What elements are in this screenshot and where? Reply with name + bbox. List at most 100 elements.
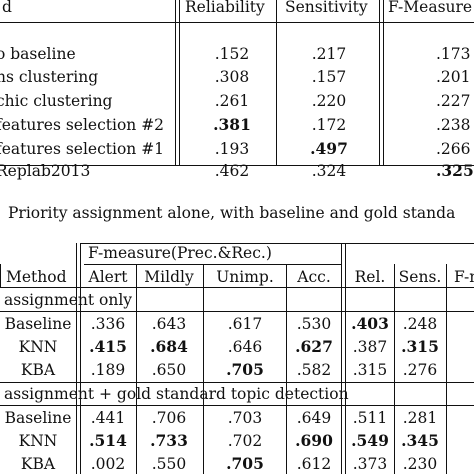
- table2-group-header: F-measure(Prec.&Rec.): [88, 244, 272, 262]
- table2-cell: .702: [227, 432, 263, 450]
- table2-cell: .617: [227, 315, 263, 333]
- table2-method: Baseline: [4, 409, 72, 427]
- table2-section-label: assignment + gold standard topic detecti…: [4, 385, 349, 403]
- table1-reliability: .308: [214, 68, 250, 86]
- table2-cell-best: .733: [150, 431, 188, 450]
- table1-method: features selection #2: [0, 116, 165, 134]
- table2-cell: .530: [296, 315, 332, 333]
- table2-method: KBA: [20, 455, 56, 473]
- table2-cell: .706: [151, 409, 187, 427]
- table2-method: KNN: [18, 432, 58, 450]
- table1-reliability-best: .381: [213, 115, 251, 134]
- table2-section1-end-rule: [0, 382, 474, 383]
- table1-header-sensitivity: Sensitivity: [285, 0, 368, 16]
- table2-cell-best: .627: [295, 337, 333, 356]
- table2-cell: .248: [402, 315, 438, 333]
- table1-vrule-d: [379, 0, 380, 166]
- table2-header-method: Method: [6, 268, 67, 286]
- table2-cell: .612: [296, 455, 332, 473]
- table1-header-reliability: Reliability: [185, 0, 265, 16]
- table2-cell: .336: [90, 315, 126, 333]
- table1-fmeasure: .201: [436, 68, 471, 86]
- table1-sensitivity: .172: [311, 116, 347, 134]
- table2-header-rule: [0, 287, 474, 288]
- table2-cell: .276: [402, 361, 438, 379]
- table1-vrule-c: [276, 0, 277, 166]
- table2-cell-best: .549: [351, 431, 389, 450]
- table2-vrule: [286, 264, 287, 474]
- table2-vrule: [0, 264, 1, 288]
- table1-sensitivity-best: .497: [310, 139, 348, 158]
- table2-method: Baseline: [4, 315, 72, 333]
- table1-fmeasure: .238: [436, 116, 471, 134]
- table1-method: o baseline: [0, 45, 76, 63]
- table1-bottom-rule: [0, 165, 474, 166]
- table2-vrule: [345, 243, 346, 474]
- table2-group-rule: [84, 264, 341, 265]
- table2-header-mildly: Mildly: [144, 268, 194, 286]
- table2-cell: .189: [90, 361, 126, 379]
- table1-method: ns clustering: [0, 68, 99, 86]
- table1-method: features selection #1: [0, 140, 165, 158]
- table1-fmeasure: .266: [436, 140, 471, 158]
- table1-reliability: .261: [214, 92, 250, 110]
- table2-cell-best: .315: [401, 337, 439, 356]
- table2-header-sens: Sens.: [398, 268, 442, 286]
- table2-vrule: [446, 264, 447, 474]
- table2-cell-best: .684: [150, 337, 188, 356]
- table2-caption: Priority assignment alone, with baseline…: [8, 204, 456, 222]
- table2-top-rule: [80, 243, 474, 244]
- table1-sensitivity: .217: [311, 45, 347, 63]
- table1-sensitivity: .157: [311, 68, 347, 86]
- table2-cell: .649: [296, 409, 332, 427]
- table2-header-acc: Acc.: [297, 268, 331, 286]
- table2-header-alert: Alert: [88, 268, 128, 286]
- table2-cell: .650: [151, 361, 187, 379]
- table2-cell-best: .514: [89, 431, 127, 450]
- table2-vrule: [394, 264, 395, 474]
- table2-cell: .315: [352, 361, 388, 379]
- table2-cell: .441: [90, 409, 126, 427]
- table2-vrule: [80, 243, 81, 474]
- table1-header-method: d: [2, 0, 12, 16]
- table2-method: KNN: [18, 338, 58, 356]
- table1-header-rule: [0, 22, 474, 23]
- table2-cell: .230: [402, 455, 438, 473]
- table2-vrule: [203, 264, 204, 474]
- table2-header-fm: F-m: [454, 268, 474, 286]
- table2-header-unimp: Unimp.: [216, 268, 274, 286]
- table2-cell: .646: [227, 338, 263, 356]
- table1-vrule-b: [179, 0, 180, 166]
- table1-fmeasure-best: .325: [436, 161, 474, 180]
- table1-fmeasure: .173: [436, 45, 471, 63]
- table1-vrule-a: [175, 0, 176, 166]
- table2-cell: .373: [352, 455, 388, 473]
- table2-vrule: [76, 243, 77, 474]
- table2-cell-best: .403: [351, 314, 389, 333]
- table2-cell-best: .345: [401, 431, 439, 450]
- table1-reliability: .193: [214, 140, 250, 158]
- table2-cell-best: .705: [226, 360, 264, 379]
- table2-cell: .281: [402, 409, 438, 427]
- table1-sensitivity: .220: [311, 92, 347, 110]
- table2-cell-best: .415: [89, 337, 127, 356]
- table2-section1-rule: [0, 311, 474, 312]
- table2-vrule: [136, 264, 137, 474]
- table2-cell: .582: [296, 361, 332, 379]
- table2-cell: .002: [90, 455, 126, 473]
- table2-section-label: assignment only: [4, 291, 133, 309]
- table1-sensitivity: .324: [311, 162, 347, 180]
- table2-cell: .643: [151, 315, 187, 333]
- table2-cell: .511: [352, 409, 388, 427]
- table2-section2-rule: [0, 405, 474, 406]
- table2-cell: .550: [151, 455, 187, 473]
- table1-method: Replab2013: [0, 162, 91, 180]
- table1-reliability: .152: [214, 45, 250, 63]
- table1-reliability: .462: [214, 162, 250, 180]
- table1-header-fmeasure: F-Measure: [388, 0, 473, 16]
- table2-cell: .387: [352, 338, 388, 356]
- table2-method: KBA: [20, 361, 56, 379]
- table1-method: chic clustering: [0, 92, 113, 110]
- table2-vrule: [341, 243, 342, 474]
- table1-vrule-e: [383, 0, 384, 166]
